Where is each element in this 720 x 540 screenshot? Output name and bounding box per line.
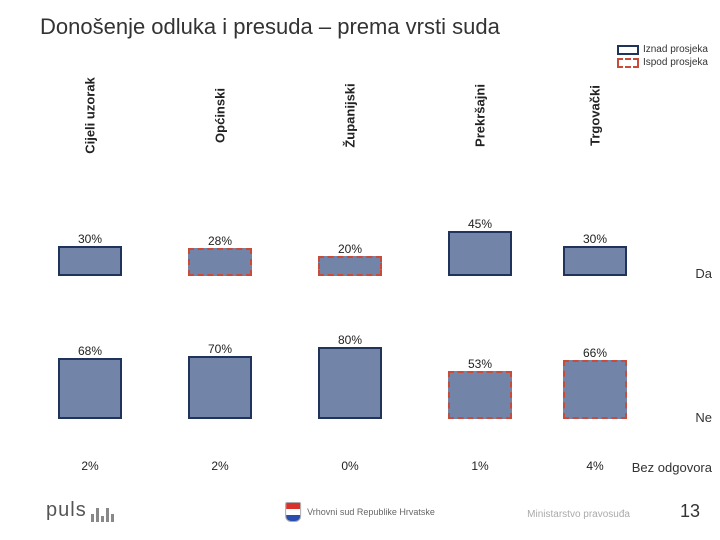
bar-value-label: 20%: [338, 242, 362, 256]
bar-ne-opcinski: 70%: [170, 342, 270, 419]
bar-rect: [563, 360, 627, 419]
bar-da-prekrsajni: 45%: [430, 217, 530, 276]
bar-value-label: 30%: [78, 232, 102, 246]
puls-logo: puls: [46, 499, 114, 522]
bar-rect: [58, 358, 122, 419]
bar-rect: [448, 371, 512, 419]
bar-value-label: 4%: [586, 459, 603, 473]
footer-center-text: Vrhovni sud Republike Hrvatske: [307, 507, 435, 517]
row-label-ne: Ne: [695, 410, 712, 425]
bar-bez-cijeli: 2%: [40, 459, 140, 473]
bar-da-opcinski: 28%: [170, 234, 270, 276]
page-number: 13: [680, 501, 700, 522]
row-label-bez: Bez odgovora: [632, 460, 712, 475]
column-label: Općinski: [213, 88, 228, 143]
bar-value-label: 28%: [208, 234, 232, 248]
bar-bez-opcinski: 2%: [170, 459, 270, 473]
column-trgovacki: Trgovački 30% 66% 4%: [543, 58, 647, 483]
bar-value-label: 1%: [471, 459, 488, 473]
bar-rect: [318, 256, 382, 276]
column-opcinski: Općinski 28% 70% 2%: [168, 58, 272, 483]
column-zupanijski: Županijski 20% 80% 0%: [298, 58, 402, 483]
footer-right-text: Ministarstvo pravosuđa: [527, 509, 630, 520]
bar-da-cijeli: 30%: [40, 232, 140, 276]
column-prekrsajni: Prekršajni 45% 53% 1%: [428, 58, 532, 483]
bar-ne-prekrsajni: 53%: [430, 357, 530, 419]
bar-value-label: 80%: [338, 333, 362, 347]
bar-value-label: 30%: [583, 232, 607, 246]
legend-above-label: Iznad prosjeka: [643, 44, 708, 55]
column-label: Prekršajni: [473, 84, 488, 147]
bar-value-label: 2%: [81, 459, 98, 473]
bar-value-label: 0%: [341, 459, 358, 473]
bar-rect: [188, 248, 252, 276]
logo-bar-icon: [96, 508, 99, 522]
logo-bar-icon: [106, 508, 109, 522]
bar-bez-zupanijski: 0%: [300, 459, 400, 473]
bar-ne-trgovacki: 66%: [545, 346, 645, 419]
bar-rect: [563, 246, 627, 276]
column-label: Cijeli uzorak: [83, 77, 98, 154]
row-label-da: Da: [695, 266, 712, 281]
bar-value-label: 68%: [78, 344, 102, 358]
puls-logo-text: puls: [46, 499, 87, 522]
column-label: Trgovački: [588, 85, 603, 146]
legend-below-label: Ispod prosjeka: [643, 57, 708, 68]
bar-da-zupanijski: 20%: [300, 242, 400, 276]
column-label: Županijski: [343, 83, 358, 147]
bar-value-label: 2%: [211, 459, 228, 473]
legend-above-swatch: [617, 45, 639, 55]
bar-value-label: 70%: [208, 342, 232, 356]
bar-value-label: 66%: [583, 346, 607, 360]
bar-rect: [448, 231, 512, 276]
column-cijeli: Cijeli uzorak 30% 68% 2%: [38, 58, 142, 483]
legend-above: Iznad prosjeka: [617, 44, 708, 55]
footer: puls Vrhovni sud Republike Hrvatske Mini…: [0, 492, 720, 532]
bar-bez-trgovacki: 4%: [545, 459, 645, 473]
bar-da-trgovacki: 30%: [545, 232, 645, 276]
bar-rect: [318, 347, 382, 419]
bar-ne-zupanijski: 80%: [300, 333, 400, 419]
bar-value-label: 45%: [468, 217, 492, 231]
slide-title: Donošenje odluka i presuda – prema vrsti…: [40, 14, 500, 40]
bar-bez-prekrsajni: 1%: [430, 459, 530, 473]
logo-bar-icon: [111, 514, 114, 522]
bar-ne-cijeli: 68%: [40, 344, 140, 419]
coat-of-arms-icon: [285, 502, 301, 522]
chart-area: Cijeli uzorak 30% 68% 2% Općinski 28% 70% 2% Žup…: [38, 58, 608, 483]
bar-value-label: 53%: [468, 357, 492, 371]
logo-bar-icon: [91, 514, 94, 522]
bar-rect: [58, 246, 122, 276]
footer-center: Vrhovni sud Republike Hrvatske: [285, 502, 435, 522]
bar-rect: [188, 356, 252, 419]
logo-bar-icon: [101, 516, 104, 522]
